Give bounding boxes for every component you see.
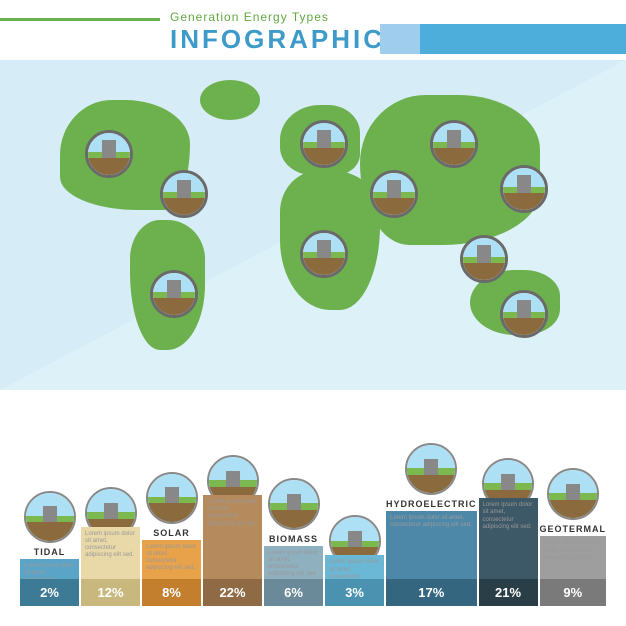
chart-col-hydroelectric: HYDROELECTRIC Lorem ipsum dolor sit amet,… [386, 443, 477, 606]
chart-body-text: Lorem ipsum dolor sit amet, consectetur … [203, 495, 262, 579]
energy-icon-solar [146, 472, 198, 524]
chart-body-text: Lorem ipsum dolor sit amet, consectetur … [479, 498, 538, 579]
chart-bar: Lorem ipsum dolor sit amet, consectetur … [386, 511, 477, 606]
chart-col-wind: WINDLorem ipsum dolor sit amet, consecte… [81, 459, 140, 606]
chart-col-nuclear: NUCLEARLorem ipsum dolor sit amet, conse… [203, 427, 262, 606]
greenland [200, 80, 260, 120]
chart-body-text: Lorem ipsum dolor sit amet, consectetur … [325, 555, 384, 579]
chart-col-tidal: TIDAL Lorem ipsum dolor sit amet, consect… [20, 491, 79, 606]
chart-body-text: Lorem ipsum dolor sit amet, consectetur … [386, 511, 477, 579]
chart-label: HYDROELECTRIC [386, 499, 477, 509]
header-bar-light [380, 24, 420, 54]
chart-pct-value: 3% [325, 579, 384, 606]
energy-icon-hydroelectric [405, 443, 457, 495]
chart-bar: Lorem ipsum dolor sit amet, consectetur … [142, 540, 201, 606]
chart-bar: Lorem ipsum dolor sit amet, consectetur … [479, 498, 538, 606]
map-pin-south-america [150, 270, 198, 318]
map-pin-africa [300, 230, 348, 278]
chart-bar: Lorem ipsum dolor sit amet, consectetur … [203, 495, 262, 606]
chart-col-geotermal: GEOTERMAL Lorem ipsum dolor sit amet, con… [540, 468, 607, 606]
accent-line [0, 18, 160, 21]
map-pin-se-asia [460, 235, 508, 283]
chart-bar: Lorem ipsum dolor sit amet, consectetur … [264, 546, 323, 606]
chart-body-text: Lorem ipsum dolor sit amet, consectetur … [264, 546, 323, 579]
map-pin-middle-east [370, 170, 418, 218]
chart-bar: Lorem ipsum dolor sit amet, consectetur … [325, 555, 384, 606]
energy-icon-geotermal [547, 468, 599, 520]
map-pin-asia-1 [430, 120, 478, 168]
chart-body-text: Lorem ipsum dolor sit amet, consectetur … [142, 540, 201, 579]
continents [0, 60, 626, 390]
chart-col-coal: COALLorem ipsum dolor sit amet, consecte… [479, 430, 538, 606]
map-pin-europe [300, 120, 348, 168]
header: Generation Energy Types INFOGRAPHICS [0, 10, 626, 66]
chart-col-solar: SOLAR Lorem ipsum dolor sit amet, consect… [142, 472, 201, 606]
chart-body-text: Lorem ipsum dolor sit amet, consectetur … [81, 527, 140, 579]
header-bar [380, 24, 626, 54]
chart-label: GEOTERMAL [540, 524, 607, 534]
chart-label: BIOMASS [269, 534, 318, 544]
map-pin-north-america-1 [85, 130, 133, 178]
infographic-page: Generation Energy Types INFOGRAPHICS TID… [0, 0, 626, 626]
chart-label: TIDAL [34, 547, 66, 557]
chart-label: SOLAR [153, 528, 190, 538]
map-pin-asia-2 [500, 165, 548, 213]
energy-icon-tidal [24, 491, 76, 543]
chart-pct-value: 2% [20, 579, 79, 606]
chart-body-text: Lorem ipsum dolor sit amet, consectetur … [20, 559, 79, 579]
chart-pct-value: 21% [479, 579, 538, 606]
chart-pct-value: 6% [264, 579, 323, 606]
chart-pct-value: 8% [142, 579, 201, 606]
chart-pct-value: 17% [386, 579, 477, 606]
chart-bar: Lorem ipsum dolor sit amet, consectetur … [540, 536, 607, 606]
chart-col-biomass: BIOMASS Lorem ipsum dolor sit amet, conse… [264, 478, 323, 606]
header-title: INFOGRAPHICS [170, 24, 405, 55]
chart-pct-value: 12% [81, 579, 140, 606]
energy-bar-chart: TIDAL Lorem ipsum dolor sit amet, consect… [20, 386, 606, 606]
world-map [0, 60, 626, 390]
chart-bar: Lorem ipsum dolor sit amet, consectetur … [20, 559, 79, 606]
chart-body-text: Lorem ipsum dolor sit amet, consectetur … [540, 536, 607, 579]
chart-col-wave: WAVELorem ipsum dolor sit amet, consecte… [325, 487, 384, 606]
header-bar-main [420, 24, 626, 54]
chart-pct-value: 9% [540, 579, 607, 606]
chart-pct-value: 22% [203, 579, 262, 606]
energy-icon-biomass [268, 478, 320, 530]
map-pin-north-america-2 [160, 170, 208, 218]
chart-bar: Lorem ipsum dolor sit amet, consectetur … [81, 527, 140, 606]
header-pretitle: Generation Energy Types [170, 10, 329, 24]
map-pin-australia [500, 290, 548, 338]
